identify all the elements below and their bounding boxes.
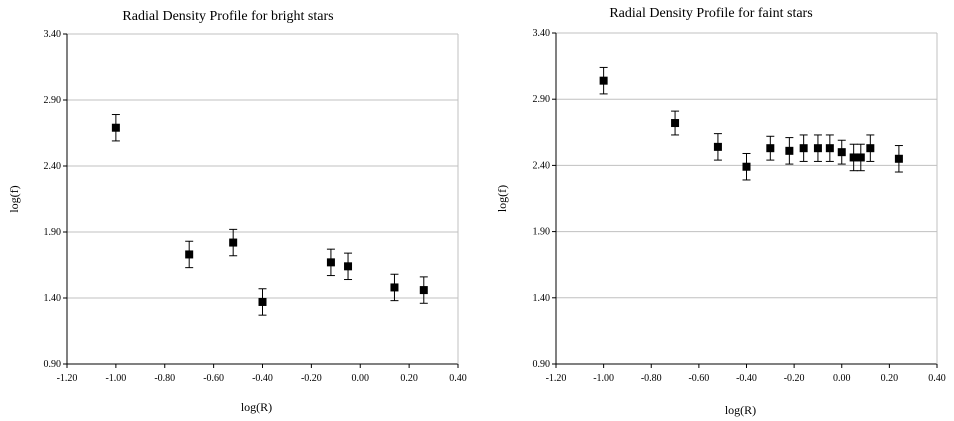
data-point <box>785 146 794 155</box>
data-point <box>837 148 846 157</box>
x-tick-label: -0.20 <box>301 373 322 384</box>
faint-stars-chart: 0.90 1.40 1.90 2.40 2.90 3.40 -1.20 -1.00 -0.80 -… <box>495 6 946 417</box>
y-tick-label: 2.40 <box>533 160 551 171</box>
x-tick-label: -0.60 <box>688 373 709 384</box>
x-tick-label: -0.80 <box>154 373 175 384</box>
data-point <box>799 144 808 153</box>
data-point <box>390 283 399 292</box>
x-tick-label: -0.80 <box>641 373 662 384</box>
data-point <box>111 123 120 132</box>
y-tick-label: 1.40 <box>533 293 551 304</box>
y-tick-label: 1.90 <box>44 227 62 238</box>
y-axis-label: log(f) <box>7 185 21 212</box>
y-tick-label: 1.40 <box>44 293 62 304</box>
y-tick-label: 0.90 <box>44 359 62 370</box>
data-point <box>825 144 834 153</box>
x-tick-label: 0.00 <box>352 373 370 384</box>
bright-stars-chart: 0.90 1.40 1.90 2.40 2.90 3.40 -1.20 -1.00 -0.80 -… <box>7 9 467 414</box>
x-tick-label: 0.00 <box>833 373 851 384</box>
x-tick-label: 0.20 <box>881 373 899 384</box>
data-point <box>599 76 608 85</box>
x-axis-label: log(R) <box>241 400 272 414</box>
data-point <box>856 153 865 162</box>
data-point <box>713 142 722 151</box>
y-tick-label: 2.90 <box>44 95 62 106</box>
data-point <box>258 297 267 306</box>
y-tick-label: 3.40 <box>44 29 62 40</box>
data-point <box>326 258 335 267</box>
chart-title: Radial Density Profile for faint stars <box>609 6 812 21</box>
y-tick-label: 2.40 <box>44 161 62 172</box>
x-tick-label: -0.20 <box>784 373 805 384</box>
x-tick-label: 0.40 <box>449 373 467 384</box>
x-axis-label: log(R) <box>725 403 756 417</box>
data-point <box>766 144 775 153</box>
data-point <box>344 262 353 271</box>
data-point <box>229 238 238 247</box>
x-tick-label: 0.20 <box>400 373 418 384</box>
chart-title: Radial Density Profile for bright stars <box>122 9 333 24</box>
x-tick-label: -0.40 <box>252 373 273 384</box>
y-tick-label: 1.90 <box>533 227 551 238</box>
x-tick-label: -0.40 <box>736 373 757 384</box>
x-tick-label: -1.00 <box>593 373 614 384</box>
data-point <box>866 144 875 153</box>
data-point <box>849 153 858 162</box>
y-tick-label: 3.40 <box>533 28 551 39</box>
x-tick-label: -1.00 <box>105 373 126 384</box>
data-point <box>813 144 822 153</box>
x-tick-label: 0.40 <box>928 373 946 384</box>
x-tick-label: -1.20 <box>57 373 78 384</box>
y-axis-label: log(f) <box>495 185 509 212</box>
data-point <box>742 162 751 171</box>
data-point <box>894 154 903 163</box>
x-tick-label: -0.60 <box>203 373 224 384</box>
data-point <box>185 250 194 259</box>
data-point <box>419 286 428 295</box>
data-point <box>671 119 680 128</box>
x-tick-label: -1.20 <box>546 373 567 384</box>
y-tick-label: 0.90 <box>533 359 551 370</box>
y-tick-label: 2.90 <box>533 94 551 105</box>
